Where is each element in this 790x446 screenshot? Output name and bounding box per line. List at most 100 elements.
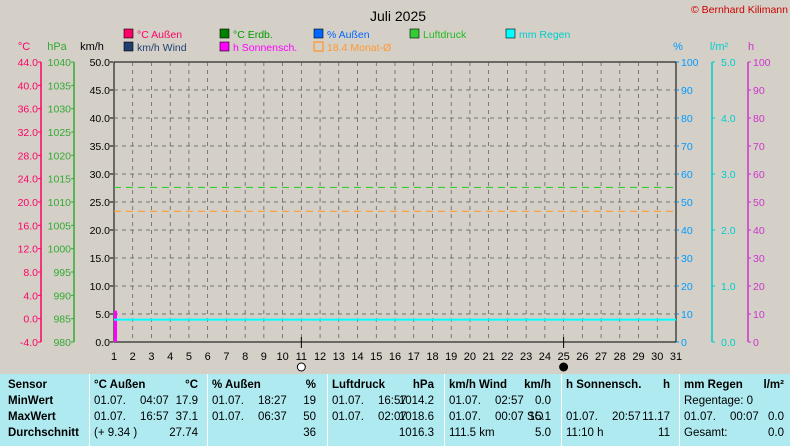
tick-label-hpa: 985 bbox=[53, 314, 71, 326]
x-tick-label: 13 bbox=[333, 351, 345, 363]
tick-label-temp: 32.0 bbox=[18, 127, 39, 139]
x-tick-label: 5 bbox=[186, 351, 192, 363]
x-tick-label: 12 bbox=[314, 351, 326, 363]
tick-label-mm: 1.0 bbox=[721, 281, 736, 293]
tick-label-hpa: 980 bbox=[53, 337, 71, 349]
copyright-text: © Bernhard Kilimann bbox=[691, 4, 788, 16]
stats-value: 27.74 bbox=[169, 427, 198, 439]
tick-label-h: 80 bbox=[753, 113, 765, 125]
axis-unit-pct: % bbox=[673, 41, 683, 53]
legend-label: °C Erdb. bbox=[233, 29, 273, 41]
stats-date: 01.07. bbox=[332, 395, 364, 407]
stats-header: Luftdruck bbox=[332, 379, 386, 391]
tick-label-temp: -4.0 bbox=[20, 337, 38, 349]
tick-label-pct: 20 bbox=[681, 281, 693, 293]
stats-date: 111.5 km bbox=[449, 427, 495, 439]
stats-time: 00:07 SO bbox=[495, 411, 544, 423]
stats-unit: km/h bbox=[524, 379, 551, 391]
tick-label-hpa: 1040 bbox=[48, 57, 72, 69]
stats-header: % Außen bbox=[212, 379, 261, 391]
legend-label: Luftdruck bbox=[423, 29, 467, 41]
tick-label-hpa: 1000 bbox=[48, 244, 72, 256]
tick-label-pct: 30 bbox=[681, 253, 693, 265]
tick-label-temp: 12.0 bbox=[18, 244, 39, 256]
tick-label-kmh: 30.0 bbox=[90, 169, 111, 181]
tick-label-mm: 4.0 bbox=[721, 113, 736, 125]
x-tick-label: 24 bbox=[539, 351, 551, 363]
stats-time: 16:57 bbox=[140, 411, 169, 423]
row-label-sensor: Sensor bbox=[8, 379, 47, 391]
tick-label-h: 60 bbox=[753, 169, 765, 181]
tick-label-temp: 24.0 bbox=[18, 174, 39, 186]
legend-swatch bbox=[219, 28, 230, 39]
x-tick-label: 4 bbox=[167, 351, 173, 363]
stats-date: 01.07. bbox=[94, 411, 126, 423]
stats-divider bbox=[327, 374, 328, 446]
chart-legend: °C Außen °C Erdb. % Außen Luftdruck mm Regen… bbox=[123, 28, 571, 54]
tick-label-hpa: 1005 bbox=[48, 220, 72, 232]
reference-lines bbox=[114, 186, 676, 212]
x-tick-label: 19 bbox=[445, 351, 457, 363]
axis-unit-h: h bbox=[748, 41, 754, 53]
row-label-min: MinWert bbox=[8, 395, 54, 407]
tick-label-temp: 16.0 bbox=[18, 220, 39, 232]
stats-header: km/h Wind bbox=[449, 379, 508, 391]
tick-label-mm: 0.0 bbox=[721, 337, 736, 349]
stats-date: 01.07. bbox=[212, 395, 244, 407]
tick-label-kmh: 40.0 bbox=[90, 113, 111, 125]
stats-header: mm Regen bbox=[684, 379, 743, 391]
stats-divider bbox=[89, 374, 90, 446]
tick-label-kmh: 50.0 bbox=[90, 57, 111, 69]
stats-time: 04:07 bbox=[140, 395, 169, 407]
legend-label: mm Regen bbox=[519, 29, 571, 41]
tick-label-temp: 0.0 bbox=[23, 314, 38, 326]
legend-swatch bbox=[123, 41, 134, 52]
stats-divider bbox=[561, 374, 562, 446]
stats-time: 20:57 bbox=[612, 411, 641, 423]
stats-group: h Sonnensch. h 01.07. 20:57 11.17 11:10 h 11 bbox=[564, 374, 676, 446]
stats-value: 1014.2 bbox=[398, 395, 434, 407]
tick-label-temp: 28.0 bbox=[18, 150, 39, 162]
stats-time: 00:07 bbox=[730, 411, 759, 423]
x-tick-label: 31 bbox=[670, 351, 682, 363]
stats-group: °C Außen °C 01.07. 04:07 17.9 01.07. 16:57 37.1… bbox=[92, 374, 204, 446]
legend-swatch bbox=[505, 28, 516, 39]
x-tick-label: 23 bbox=[520, 351, 532, 363]
tick-label-h: 70 bbox=[753, 141, 765, 153]
legend-swatch bbox=[313, 41, 324, 52]
stats-date: 01.07. bbox=[684, 411, 716, 423]
axis-unit-hpa: hPa bbox=[47, 41, 67, 53]
legend-label: 18.4 Monat-Ø bbox=[327, 42, 391, 54]
legend-label: % Außen bbox=[327, 29, 370, 41]
tick-label-hpa: 1030 bbox=[48, 104, 72, 116]
stats-date: 01.07. bbox=[332, 411, 364, 423]
tick-label-pct: 10 bbox=[681, 309, 693, 321]
x-tick-label: 22 bbox=[501, 351, 513, 363]
legend-swatch bbox=[313, 28, 324, 39]
x-tick-label: 3 bbox=[148, 351, 154, 363]
legend-swatch bbox=[123, 28, 134, 39]
x-tick-label: 29 bbox=[632, 351, 644, 363]
tick-label-hpa: 1010 bbox=[48, 197, 72, 209]
tick-label-temp: 4.0 bbox=[23, 290, 38, 302]
stats-date: 01.07. bbox=[212, 411, 244, 423]
tick-label-mm: 5.0 bbox=[721, 57, 736, 69]
tick-label-h: 20 bbox=[753, 281, 765, 293]
stats-value: 0.0 bbox=[535, 395, 551, 407]
new-moon-icon bbox=[559, 362, 569, 372]
legend-label: h Sonnensch. bbox=[233, 42, 297, 54]
stats-value: 11 bbox=[658, 427, 670, 439]
tick-label-kmh: 10.0 bbox=[90, 281, 111, 293]
x-tick-label: 8 bbox=[242, 351, 248, 363]
tick-label-pct: 50 bbox=[681, 197, 693, 209]
stats-value: 1018.6 bbox=[398, 411, 434, 423]
x-tick-label: 27 bbox=[595, 351, 607, 363]
stats-group: mm Regen l/m² Regentage: 0 01.07. 00:07 0.0 Ge… bbox=[682, 374, 790, 446]
stats-value: 19 bbox=[303, 395, 316, 407]
x-tick-label: 17 bbox=[408, 351, 420, 363]
x-tick-label: 28 bbox=[614, 351, 626, 363]
weather-chart: Juli 2025 © Bernhard Kilimann °C Außen °C… bbox=[18, 4, 788, 372]
tick-label-hpa: 995 bbox=[53, 267, 71, 279]
axis-unit-mm: l/m² bbox=[710, 41, 729, 53]
stats-value: 0.0 bbox=[768, 411, 784, 423]
